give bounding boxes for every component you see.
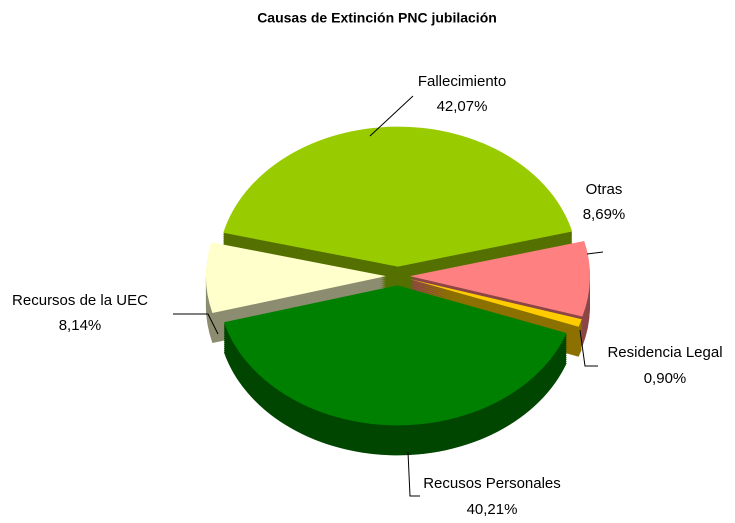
leader-line [579, 329, 598, 367]
slice-side [409, 284, 582, 333]
slice-label: Fallecimiento [418, 73, 506, 90]
slice-label: Recusos Personales [423, 475, 561, 492]
slice-value-label: 42,07% [437, 98, 488, 115]
leader-line [407, 451, 420, 497]
slice [206, 242, 387, 314]
slice [409, 278, 582, 327]
slice [223, 285, 567, 426]
slice-value-label: 8,69% [583, 206, 626, 223]
slice-value-label: 40,21% [467, 501, 518, 518]
leader-line [173, 313, 219, 335]
slice-side [409, 280, 582, 329]
slice-label: Residencia Legal [607, 344, 722, 361]
leader-line [586, 251, 604, 255]
slice-value-label: 0,90% [644, 370, 687, 387]
slice-label: Recursos de la UEC [12, 292, 148, 309]
slice-label: Otras [586, 181, 623, 198]
slice [223, 126, 573, 267]
slice-value-label: 8,14% [59, 317, 102, 334]
slice-side [409, 286, 582, 335]
leader-line [369, 95, 414, 137]
slice [409, 240, 590, 317]
slice-side [409, 282, 582, 331]
chart-title: Causas de Extinción PNC jubilación [257, 10, 497, 26]
